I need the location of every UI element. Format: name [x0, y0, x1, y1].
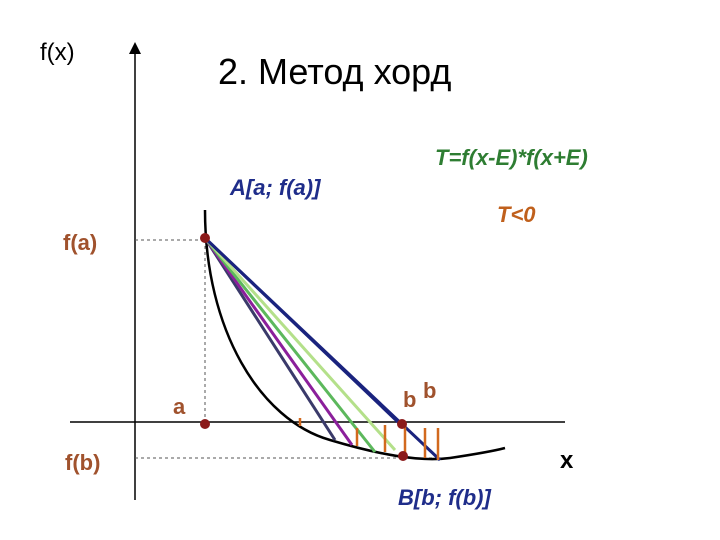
x-label: x — [560, 447, 574, 474]
point-a-label: A[a; f(a)] — [229, 175, 321, 200]
a-label: a — [173, 394, 186, 419]
iteration-ticks — [298, 418, 440, 460]
b-next-label: b — [423, 378, 436, 403]
title: 2. Метод хорд — [218, 51, 451, 92]
fa-label: f(a) — [63, 230, 97, 255]
b-label: b — [403, 387, 416, 412]
guides — [135, 239, 445, 459]
formula: T=f(x-E)*f(x+E) — [435, 145, 588, 170]
curve — [203, 209, 506, 461]
point-b-label: B[b; f(b)] — [398, 485, 492, 510]
condition: T<0 — [497, 202, 536, 227]
points — [200, 233, 408, 461]
fb-label: f(b) — [65, 450, 100, 475]
y-label: f(x) — [40, 39, 75, 66]
